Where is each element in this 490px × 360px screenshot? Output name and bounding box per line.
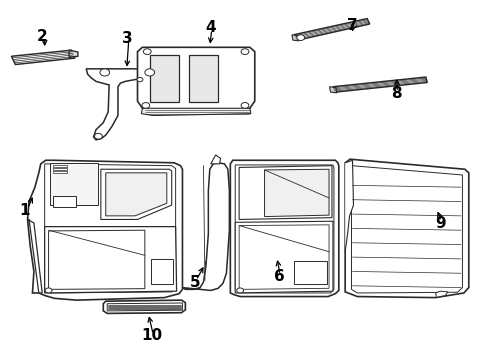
Polygon shape (49, 163, 98, 205)
Polygon shape (150, 55, 179, 102)
Polygon shape (11, 50, 75, 64)
Polygon shape (53, 165, 67, 167)
Polygon shape (45, 226, 176, 293)
Text: 2: 2 (37, 29, 48, 44)
Circle shape (145, 69, 155, 76)
Polygon shape (235, 165, 334, 293)
Text: 6: 6 (274, 269, 285, 284)
Polygon shape (53, 196, 76, 207)
Polygon shape (103, 300, 185, 314)
Circle shape (95, 134, 102, 139)
Polygon shape (345, 160, 353, 252)
Polygon shape (142, 108, 251, 116)
Text: 1: 1 (19, 203, 29, 218)
Text: 7: 7 (347, 18, 358, 33)
Polygon shape (292, 35, 299, 41)
Polygon shape (69, 50, 78, 57)
Polygon shape (189, 55, 218, 102)
Polygon shape (235, 221, 333, 293)
Polygon shape (151, 259, 172, 284)
Circle shape (297, 35, 305, 41)
Circle shape (144, 49, 151, 54)
Polygon shape (239, 225, 329, 289)
Polygon shape (436, 291, 448, 297)
Circle shape (237, 288, 244, 293)
Text: 10: 10 (142, 328, 163, 343)
Polygon shape (351, 166, 463, 293)
Polygon shape (330, 87, 337, 93)
Circle shape (137, 77, 143, 82)
Polygon shape (86, 69, 167, 140)
Polygon shape (107, 303, 182, 311)
Polygon shape (45, 164, 175, 293)
Circle shape (142, 103, 150, 108)
Text: 9: 9 (435, 216, 446, 230)
Polygon shape (239, 166, 332, 220)
Text: 4: 4 (205, 20, 216, 35)
Polygon shape (333, 77, 427, 92)
Polygon shape (211, 155, 220, 164)
Polygon shape (345, 159, 469, 298)
Polygon shape (265, 169, 329, 217)
Polygon shape (53, 171, 67, 173)
Polygon shape (49, 230, 145, 289)
Text: 3: 3 (122, 31, 133, 46)
Polygon shape (182, 163, 229, 291)
Circle shape (241, 49, 249, 54)
Circle shape (45, 288, 52, 293)
Text: 5: 5 (190, 275, 200, 290)
Polygon shape (27, 220, 42, 293)
Circle shape (100, 69, 110, 76)
Polygon shape (294, 19, 369, 40)
Polygon shape (101, 169, 172, 220)
Polygon shape (106, 173, 167, 216)
Text: 8: 8 (391, 86, 402, 102)
Polygon shape (230, 160, 339, 297)
Polygon shape (27, 160, 182, 300)
Polygon shape (138, 47, 255, 110)
Circle shape (241, 103, 249, 108)
Polygon shape (53, 168, 67, 170)
Polygon shape (294, 261, 327, 284)
